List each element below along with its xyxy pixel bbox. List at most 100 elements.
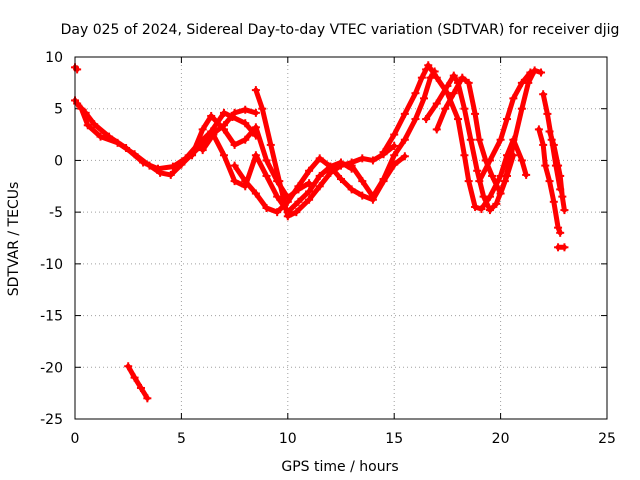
data-point xyxy=(241,177,250,186)
data-point xyxy=(337,161,345,170)
data-point xyxy=(358,177,367,186)
data-point xyxy=(368,156,377,165)
data-point xyxy=(432,73,441,82)
data-point xyxy=(96,132,105,141)
data-point xyxy=(105,132,114,141)
data-point xyxy=(534,125,543,134)
y-tick-label: -20 xyxy=(40,360,63,376)
data-point xyxy=(400,135,409,144)
x-tick-label: 25 xyxy=(598,431,616,447)
x-tick-label: 10 xyxy=(279,431,297,447)
data-point xyxy=(502,115,511,124)
data-point xyxy=(136,383,145,392)
data-point xyxy=(475,135,484,144)
data-point xyxy=(188,151,197,160)
data-point xyxy=(143,394,152,403)
data-point xyxy=(219,125,228,134)
data-point xyxy=(400,152,409,161)
y-axis-label: SDTVAR / TECUs xyxy=(6,182,22,297)
data-point xyxy=(541,161,550,170)
data-point xyxy=(449,71,458,80)
data-point xyxy=(424,61,433,70)
data-point xyxy=(422,115,431,124)
data-point xyxy=(230,161,239,170)
y-tick-label: 5 xyxy=(54,102,63,118)
data-point xyxy=(441,104,450,113)
data-point xyxy=(275,177,284,186)
data-point xyxy=(390,141,399,150)
data-point xyxy=(496,135,505,144)
series-track-8 xyxy=(349,69,438,200)
data-point xyxy=(305,195,314,204)
data-point xyxy=(315,171,324,180)
data-point xyxy=(379,148,388,157)
axis-ticks: 0 5 10 15 20 25 -25 -20 -15 -10 -5 0 5 10 xyxy=(40,50,616,447)
data-point xyxy=(417,73,426,82)
x-tick-label: 0 xyxy=(71,431,80,447)
y-tick-label: -25 xyxy=(40,412,63,428)
data-point xyxy=(315,182,324,191)
data-point xyxy=(488,171,497,180)
x-axis-label: GPS time / hours xyxy=(281,459,398,475)
data-point xyxy=(432,99,441,108)
data-point xyxy=(530,66,539,75)
data-point xyxy=(526,68,535,77)
data-point xyxy=(326,168,335,177)
data-point xyxy=(460,104,469,113)
data-point xyxy=(479,192,488,201)
data-point xyxy=(368,192,377,201)
data-point xyxy=(139,158,148,167)
data-point xyxy=(130,373,139,382)
data-point xyxy=(198,146,207,155)
data-point xyxy=(560,243,569,252)
data-point xyxy=(73,65,82,74)
data-point xyxy=(517,156,526,165)
data-point xyxy=(251,108,260,117)
data-point xyxy=(337,175,345,184)
data-point xyxy=(496,189,505,198)
data-point xyxy=(509,94,518,103)
data-point xyxy=(315,154,324,163)
data-point xyxy=(258,104,267,113)
data-point xyxy=(294,197,303,206)
data-point xyxy=(400,109,409,118)
data-point xyxy=(539,90,548,99)
data-point xyxy=(262,204,271,213)
data-point xyxy=(228,112,237,121)
series-track-12 xyxy=(434,75,516,196)
data-point xyxy=(517,78,526,87)
data-point xyxy=(166,170,175,179)
y-tick-label: -10 xyxy=(40,257,63,273)
data-point xyxy=(251,189,260,198)
data-point xyxy=(251,86,260,95)
data-point xyxy=(347,161,356,170)
data-point xyxy=(485,156,494,165)
data-point xyxy=(537,68,546,77)
data-point xyxy=(390,151,399,160)
data-point xyxy=(219,108,228,117)
data-point xyxy=(90,120,99,129)
data-point xyxy=(560,206,569,215)
data-point xyxy=(81,108,90,117)
series-track-11 xyxy=(423,67,544,213)
data-point xyxy=(347,185,356,194)
y-tick-label: -5 xyxy=(49,205,63,221)
data-point xyxy=(262,171,271,180)
data-point xyxy=(273,192,282,201)
data-point xyxy=(230,177,239,186)
x-tick-label: 5 xyxy=(177,431,186,447)
data-point xyxy=(473,166,482,175)
data-point xyxy=(464,177,473,186)
data-point xyxy=(358,191,367,200)
data-point xyxy=(251,123,260,132)
data-series xyxy=(71,61,569,403)
data-point xyxy=(454,115,463,124)
data-point xyxy=(207,111,216,120)
data-point xyxy=(522,170,531,179)
grid-lines xyxy=(75,57,607,419)
data-point xyxy=(122,144,131,153)
data-point xyxy=(556,171,565,180)
data-point xyxy=(219,151,228,160)
data-point xyxy=(83,121,92,130)
